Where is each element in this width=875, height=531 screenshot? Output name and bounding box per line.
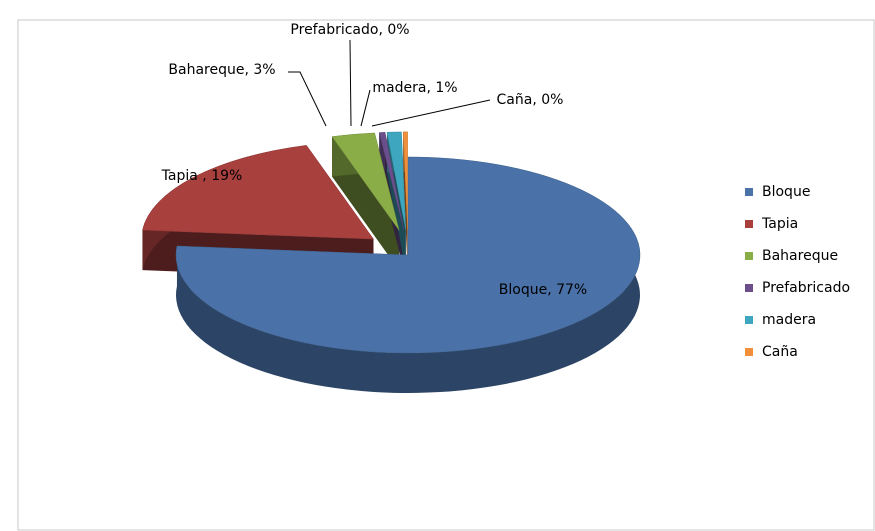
legend-label: madera bbox=[762, 312, 816, 328]
slice bbox=[175, 156, 641, 354]
legend-label: Bloque bbox=[762, 184, 810, 200]
legend-swatch bbox=[745, 284, 753, 292]
data-label: Caña, 0% bbox=[497, 92, 564, 108]
slice bbox=[378, 132, 405, 231]
slice bbox=[331, 132, 400, 231]
data-label: Tapia , 19% bbox=[161, 168, 243, 184]
leader-line bbox=[360, 89, 371, 127]
legend-swatch bbox=[745, 316, 753, 324]
legend-swatch bbox=[745, 188, 753, 196]
data-label: madera, 1% bbox=[372, 80, 457, 96]
legend-swatch bbox=[745, 252, 753, 260]
legend-label: Bahareque bbox=[762, 248, 838, 264]
slice bbox=[142, 145, 374, 240]
legend-label: Prefabricado bbox=[762, 280, 850, 296]
tops bbox=[142, 131, 641, 354]
leader-line bbox=[288, 71, 327, 127]
labels: Bloque, 77% Tapia , 19% Bahareque, 3% Prefa… bbox=[161, 22, 588, 298]
legend-label: Tapia bbox=[761, 216, 798, 232]
data-label: Prefabricado, 0% bbox=[290, 22, 409, 38]
legend-swatch bbox=[745, 348, 753, 356]
legend: Bloque Tapia Bahareque Prefabricado madera Ca… bbox=[745, 184, 850, 360]
leader-line bbox=[349, 39, 352, 127]
leader-line bbox=[371, 99, 491, 127]
slice bbox=[402, 131, 408, 230]
slice bbox=[386, 131, 407, 230]
data-label: Bloque, 77% bbox=[499, 282, 587, 298]
data-label: Bahareque, 3% bbox=[168, 62, 275, 78]
legend-swatch bbox=[745, 220, 753, 228]
legend-label: Caña bbox=[762, 344, 798, 360]
